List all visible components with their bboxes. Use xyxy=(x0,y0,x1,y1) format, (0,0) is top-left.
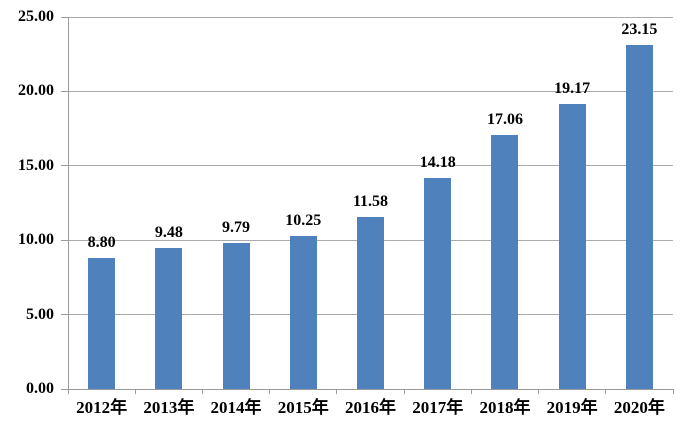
x-axis-category-label: 2018年 xyxy=(479,398,531,417)
bar-value-label: 23.15 xyxy=(621,20,658,38)
y-axis-tick-25 xyxy=(61,16,68,18)
x-axis-category-label: 2014年 xyxy=(210,398,262,417)
x-axis-tick-3 xyxy=(269,389,271,394)
x-axis-tick-2 xyxy=(201,389,203,394)
bar-2016年 xyxy=(357,216,384,389)
gridline-y-25 xyxy=(68,16,673,18)
x-axis-tick-5 xyxy=(403,389,405,394)
y-axis-line xyxy=(68,17,69,394)
bar-2013年 xyxy=(155,247,183,389)
y-axis-tick-5 xyxy=(61,314,68,316)
y-axis-tick-10 xyxy=(61,239,68,241)
y-axis-tick-label: 15.00 xyxy=(18,156,54,174)
y-axis-tick-0 xyxy=(61,388,68,390)
bar-2014年 xyxy=(222,243,250,389)
y-axis-tick-label: 25.00 xyxy=(18,8,54,25)
bar-value-label: 14.18 xyxy=(419,154,456,171)
bar-2015年 xyxy=(289,236,317,389)
x-axis-line xyxy=(68,388,673,390)
x-axis-category-label: 2015年 xyxy=(277,398,329,417)
x-axis-tick-9 xyxy=(672,389,674,394)
x-axis-tick-1 xyxy=(134,389,136,394)
x-axis-category-label: 2019年 xyxy=(546,398,598,417)
bar-2018年 xyxy=(491,135,519,389)
bar-value-label: 10.25 xyxy=(285,212,322,230)
x-axis-category-label: 2016年 xyxy=(345,398,396,417)
x-axis-category-label: 2012年 xyxy=(76,398,128,417)
y-axis-tick-15 xyxy=(61,165,68,167)
bar-2017年 xyxy=(424,178,452,389)
x-axis-tick-6 xyxy=(470,389,472,394)
bar-value-label: 9.79 xyxy=(222,219,251,237)
y-axis-tick-label: 10.00 xyxy=(18,231,54,249)
bar-value-label: 17.06 xyxy=(486,111,523,129)
gridline-y-15 xyxy=(68,165,673,167)
x-axis-category-label: 2013年 xyxy=(143,398,195,417)
y-axis-tick-label: 5.00 xyxy=(26,305,54,323)
y-axis-tick-label: 0.00 xyxy=(26,380,54,397)
bar-value-label: 19.17 xyxy=(554,79,591,97)
x-axis-category-label: 2017年 xyxy=(412,398,464,417)
x-axis-category-label: 2020年 xyxy=(613,398,665,417)
x-axis-tick-7 xyxy=(538,389,540,394)
bar-value-label: 11.58 xyxy=(352,192,389,210)
y-axis-tick-label: 20.00 xyxy=(18,82,54,100)
x-axis-tick-0 xyxy=(67,389,69,394)
bar-value-label: 9.48 xyxy=(154,223,183,241)
bar-2012年 xyxy=(88,258,116,389)
x-axis-tick-8 xyxy=(605,389,607,394)
bar-2019年 xyxy=(558,103,586,389)
gridline-y-20 xyxy=(68,90,673,92)
y-axis-tick-20 xyxy=(61,90,68,92)
bar-2020年 xyxy=(625,44,653,389)
x-axis-tick-4 xyxy=(336,389,338,394)
bar-value-label: 8.80 xyxy=(87,234,116,252)
